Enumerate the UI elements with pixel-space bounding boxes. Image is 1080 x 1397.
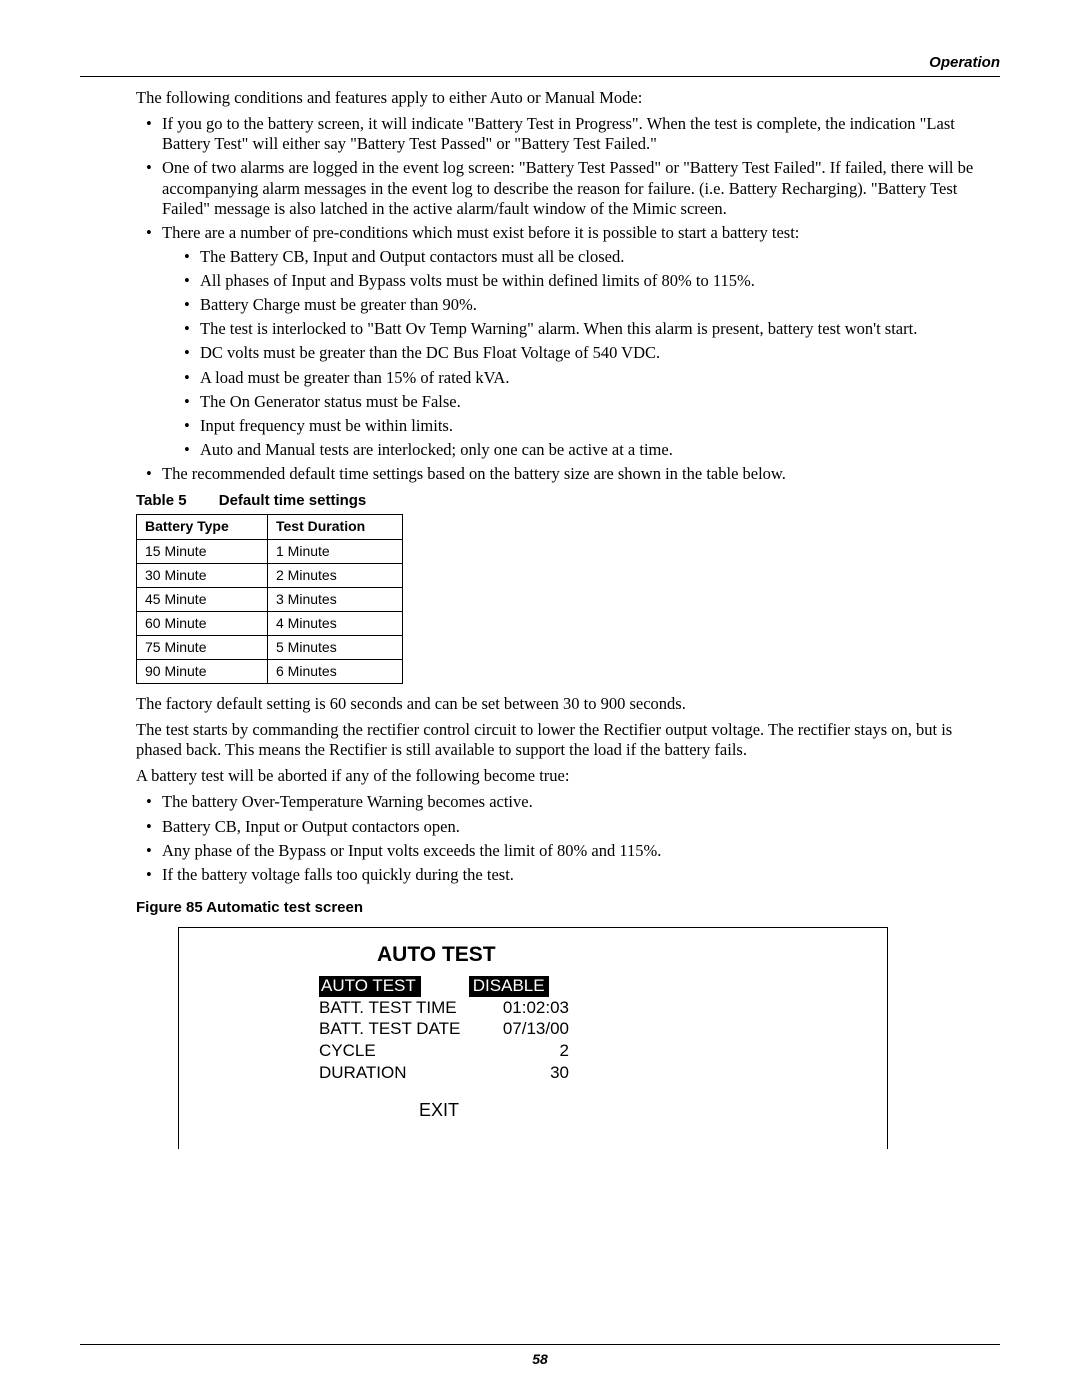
header-rule <box>80 76 1000 77</box>
list-item-text: There are a number of pre-conditions whi… <box>162 223 799 242</box>
abort-intro-paragraph: A battery test will be aborted if any of… <box>136 766 1000 786</box>
list-item: Auto and Manual tests are interlocked; o… <box>200 440 1000 460</box>
screen-row: CYCLE 2 <box>319 1041 847 1062</box>
screen-value: 2 <box>483 1041 569 1062</box>
footer-rule <box>80 1344 1000 1345</box>
table-cell: 6 Minutes <box>268 659 403 683</box>
factory-default-paragraph: The factory default setting is 60 second… <box>136 694 1000 714</box>
screen-row: BATT. TEST DATE 07/13/00 <box>319 1019 847 1040</box>
table-row: 30 Minute2 Minutes <box>137 563 403 587</box>
list-item: There are a number of pre-conditions whi… <box>162 223 1000 460</box>
page-number: 58 <box>0 1351 1080 1367</box>
list-item: Any phase of the Bypass or Input volts e… <box>162 841 1000 861</box>
page-content: The following conditions and features ap… <box>136 84 1000 1149</box>
list-item: The Battery CB, Input and Output contact… <box>200 247 1000 267</box>
screen-value: 01:02:03 <box>483 998 569 1019</box>
screen-row-highlight: AUTO TEST DISABLE <box>319 976 847 997</box>
table-cell: 4 Minutes <box>268 611 403 635</box>
screen-label: CYCLE <box>319 1041 483 1062</box>
screen-exit-label: EXIT <box>419 1100 847 1122</box>
table-row: 90 Minute6 Minutes <box>137 659 403 683</box>
screen-row: BATT. TEST TIME 01:02:03 <box>319 998 847 1019</box>
list-item: The battery Over-Temperature Warning bec… <box>162 792 1000 812</box>
figure-caption: Figure 85 Automatic test screen <box>136 899 1000 917</box>
column-header: Test Duration <box>268 515 403 539</box>
screen-label: DURATION <box>319 1063 483 1084</box>
screen-label: BATT. TEST DATE <box>319 1019 483 1040</box>
list-item: The recommended default time settings ba… <box>162 464 1000 484</box>
table-cell: 1 Minute <box>268 539 403 563</box>
list-item: The On Generator status must be False. <box>200 392 1000 412</box>
auto-test-screen-figure: AUTO TEST AUTO TEST DISABLE BATT. TEST T… <box>178 927 888 1149</box>
list-item: One of two alarms are logged in the even… <box>162 158 1000 218</box>
table-cell: 60 Minute <box>137 611 268 635</box>
table-caption: Table 5 Default time settings <box>136 492 1000 510</box>
table-cell: 45 Minute <box>137 587 268 611</box>
list-item: A load must be greater than 15% of rated… <box>200 368 1000 388</box>
intro-paragraph: The following conditions and features ap… <box>136 88 1000 108</box>
table-cell: 90 Minute <box>137 659 268 683</box>
table-cell: 2 Minutes <box>268 563 403 587</box>
list-item: Battery Charge must be greater than 90%. <box>200 295 1000 315</box>
default-time-settings-table: Battery Type Test Duration 15 Minute1 Mi… <box>136 514 403 684</box>
list-item: If you go to the battery screen, it will… <box>162 114 1000 154</box>
table-number: Table 5 <box>136 492 187 509</box>
screen-label: BATT. TEST TIME <box>319 998 483 1019</box>
screen-value: DISABLE <box>469 976 549 997</box>
screen-label: AUTO TEST <box>319 976 421 997</box>
table-header-row: Battery Type Test Duration <box>137 515 403 539</box>
table-cell: 75 Minute <box>137 635 268 659</box>
screen-value: 07/13/00 <box>483 1019 569 1040</box>
column-header: Battery Type <box>137 515 268 539</box>
test-start-paragraph: The test starts by commanding the rectif… <box>136 720 1000 760</box>
screen-row: DURATION 30 <box>319 1063 847 1084</box>
screen-value: 30 <box>483 1063 569 1084</box>
list-item: Input frequency must be within limits. <box>200 416 1000 436</box>
list-item: Battery CB, Input or Output contactors o… <box>162 817 1000 837</box>
list-item: All phases of Input and Bypass volts mus… <box>200 271 1000 291</box>
table-row: 75 Minute5 Minutes <box>137 635 403 659</box>
table-cell: 3 Minutes <box>268 587 403 611</box>
table-cell: 30 Minute <box>137 563 268 587</box>
figure-body: AUTO TEST DISABLE BATT. TEST TIME 01:02:… <box>319 976 847 1122</box>
page-header-section: Operation <box>929 54 1000 71</box>
figure-title: AUTO TEST <box>377 942 847 968</box>
list-item: If the battery voltage falls too quickly… <box>162 865 1000 885</box>
list-item: The test is interlocked to "Batt Ov Temp… <box>200 319 1000 339</box>
table-cell: 15 Minute <box>137 539 268 563</box>
preconditions-sublist: The Battery CB, Input and Output contact… <box>162 247 1000 460</box>
table-cell: 5 Minutes <box>268 635 403 659</box>
abort-conditions-list: The battery Over-Temperature Warning bec… <box>136 792 1000 885</box>
conditions-list: If you go to the battery screen, it will… <box>136 114 1000 484</box>
list-item: DC volts must be greater than the DC Bus… <box>200 343 1000 363</box>
table-row: 15 Minute1 Minute <box>137 539 403 563</box>
table-row: 45 Minute3 Minutes <box>137 587 403 611</box>
table-title: Default time settings <box>219 492 367 509</box>
table-row: 60 Minute4 Minutes <box>137 611 403 635</box>
